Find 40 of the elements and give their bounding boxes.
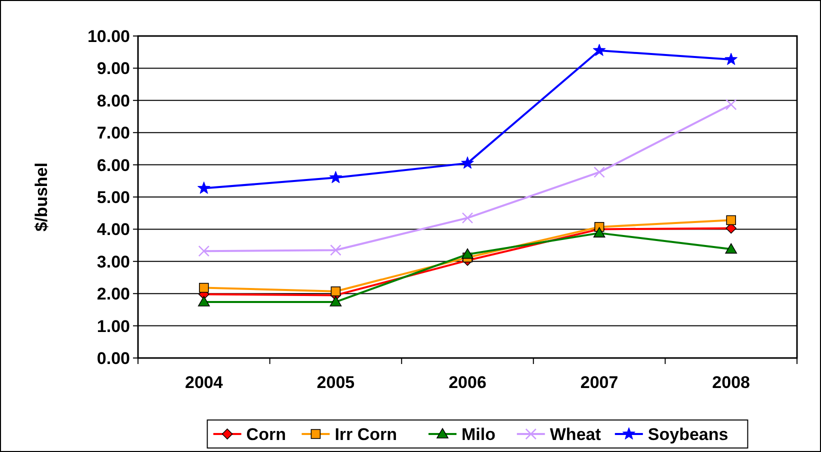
x-tick-label: 2005: [316, 373, 355, 392]
point: [330, 244, 342, 256]
point: [199, 282, 209, 293]
y-tick-label: 5.00: [96, 188, 130, 207]
x-tick-label: 2004: [184, 373, 224, 392]
legend-label: Wheat: [550, 424, 602, 444]
y-tick-label: 8.00: [96, 91, 130, 110]
point: [330, 286, 341, 296]
legend-label: Irr Corn: [334, 424, 398, 444]
point: [725, 243, 737, 254]
point: [594, 166, 605, 178]
point: [197, 182, 210, 194]
point: [329, 170, 342, 184]
y-tick-label: 10.00: [87, 26, 130, 46]
legend-label: Corn: [246, 424, 286, 444]
point: [593, 227, 606, 238]
y-axis-title: $/bushel: [32, 162, 51, 232]
legend-label: Soybeans: [648, 424, 728, 444]
y-tick-label: 1.00: [96, 316, 130, 336]
point: [198, 245, 210, 257]
y-tick-label: 6.00: [96, 156, 130, 175]
y-tick-label: 0.00: [96, 348, 130, 368]
point: [592, 44, 606, 56]
x-tick-label: 2008: [712, 373, 750, 392]
y-tick-label: 3.00: [96, 252, 130, 272]
y-tick-label: 4.00: [96, 220, 130, 240]
x-tick-label: 2006: [448, 373, 486, 392]
point: [198, 296, 210, 306]
point: [330, 296, 342, 306]
point: [726, 215, 736, 226]
y-tick-label: 9.00: [96, 59, 130, 78]
point: [462, 248, 474, 259]
point: [462, 212, 474, 224]
y-tick-label: 7.00: [96, 124, 130, 143]
x-tick-label: 2007: [580, 373, 618, 392]
legend-label: Milo: [462, 424, 496, 444]
point: [724, 52, 738, 66]
point: [461, 156, 474, 169]
y-tick-label: 2.00: [96, 284, 130, 304]
point: [725, 98, 737, 110]
